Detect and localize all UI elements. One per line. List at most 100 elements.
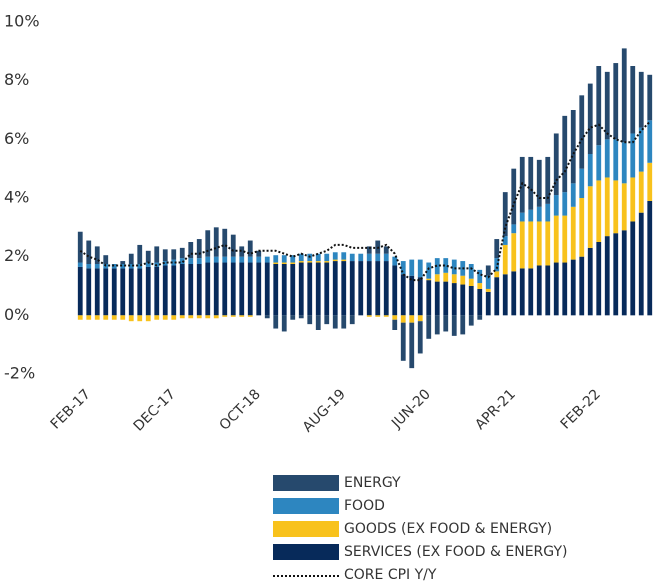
bar-segment bbox=[587, 154, 593, 187]
bar-segment bbox=[545, 156, 551, 204]
bar-segment bbox=[621, 142, 627, 184]
bar-segment bbox=[222, 315, 228, 317]
bar-segment bbox=[417, 277, 423, 316]
bar-segment bbox=[604, 236, 610, 316]
bar-segment bbox=[511, 271, 517, 316]
bar-segment bbox=[349, 261, 355, 316]
bar-segment bbox=[179, 315, 185, 319]
bar-segment bbox=[477, 288, 483, 316]
bar-segment bbox=[417, 315, 423, 322]
bar-segment bbox=[519, 221, 525, 269]
bar-segment bbox=[179, 264, 185, 316]
bar-segment bbox=[281, 264, 287, 316]
bar-segment bbox=[298, 253, 304, 262]
bar-segment bbox=[647, 162, 653, 201]
bar-segment bbox=[392, 265, 398, 316]
bar-segment bbox=[86, 240, 92, 264]
bar-segment bbox=[630, 177, 636, 222]
bar-segment bbox=[213, 262, 219, 316]
bar-segment bbox=[460, 275, 466, 285]
bar-segment bbox=[213, 256, 219, 263]
bar-segment bbox=[400, 274, 406, 316]
bar-segment bbox=[332, 252, 338, 260]
bar-segment bbox=[596, 145, 602, 181]
bar-segment bbox=[341, 315, 347, 329]
legend-label: SERVICES (EX FOOD & ENERGY) bbox=[344, 544, 567, 560]
bar-segment bbox=[375, 253, 381, 262]
bar-segment bbox=[604, 177, 610, 237]
bar-segment bbox=[570, 110, 576, 184]
bar-segment bbox=[290, 264, 296, 316]
bar-segment bbox=[443, 258, 449, 273]
bar-segment bbox=[324, 253, 330, 262]
bar-segment bbox=[239, 256, 245, 263]
bar-segment bbox=[247, 315, 253, 317]
bar-segment bbox=[579, 256, 585, 316]
y-tick-label: 6% bbox=[4, 129, 29, 148]
bar-segment bbox=[545, 265, 551, 316]
bar-segment bbox=[179, 258, 185, 264]
bar-segment bbox=[366, 315, 372, 317]
bar-segment bbox=[162, 315, 168, 320]
bar-segment bbox=[426, 262, 432, 279]
y-tick-label: -2% bbox=[4, 364, 35, 383]
bar-segment bbox=[94, 246, 100, 264]
bar-segment bbox=[103, 268, 109, 316]
bar-segment bbox=[375, 261, 381, 316]
bar-segment bbox=[485, 275, 491, 289]
bar-segment bbox=[341, 261, 347, 316]
bar-segment bbox=[162, 249, 168, 262]
bar-segment bbox=[256, 250, 262, 257]
bar-segment bbox=[205, 256, 211, 263]
bar-segment bbox=[528, 209, 534, 222]
bar-segment bbox=[196, 239, 202, 259]
bar-segment bbox=[222, 228, 228, 257]
bar-segment bbox=[86, 315, 92, 320]
bar-segment bbox=[324, 315, 330, 325]
bar-segment bbox=[417, 259, 423, 278]
legend-swatch bbox=[273, 521, 339, 537]
bar-segment bbox=[400, 322, 406, 361]
bar-segment bbox=[409, 275, 415, 316]
bar-segment bbox=[213, 315, 219, 319]
bar-segment bbox=[613, 139, 619, 181]
bar-segment bbox=[128, 253, 134, 264]
bar-segment bbox=[230, 234, 236, 257]
bar-segment bbox=[494, 277, 500, 316]
bar-segment bbox=[307, 315, 313, 325]
bar-segment bbox=[273, 262, 279, 264]
bar-segment bbox=[111, 315, 117, 320]
bar-segment bbox=[451, 283, 457, 316]
bar-segment bbox=[213, 227, 219, 257]
bar-segment bbox=[154, 315, 160, 320]
bar-segment bbox=[290, 255, 296, 263]
bar-segment bbox=[230, 315, 236, 317]
bar-segment bbox=[587, 247, 593, 316]
bar-segment bbox=[120, 261, 126, 264]
bar-segment bbox=[451, 259, 457, 275]
x-tick-label: AUG-19 bbox=[300, 386, 349, 435]
bar-segment bbox=[247, 262, 253, 316]
bar-segment bbox=[341, 252, 347, 260]
x-tick-label: DEC-17 bbox=[131, 386, 179, 434]
bar-segment bbox=[383, 246, 389, 254]
bar-segment bbox=[434, 281, 440, 316]
bar-segment bbox=[451, 315, 457, 336]
bar-segment bbox=[477, 269, 483, 284]
bar-segment bbox=[426, 315, 432, 339]
bar-segment bbox=[239, 315, 245, 317]
bar-segment bbox=[307, 261, 313, 263]
bar-segment bbox=[315, 253, 321, 262]
bar-segment bbox=[519, 268, 525, 316]
x-tick-label: FEB-22 bbox=[558, 386, 604, 432]
y-tick-label: 4% bbox=[4, 188, 29, 207]
bar-segment bbox=[290, 262, 296, 264]
bar-segment bbox=[562, 215, 568, 263]
bar-segment bbox=[239, 262, 245, 316]
bar-segment bbox=[647, 200, 653, 316]
bar-segment bbox=[630, 66, 636, 134]
y-tick-label: 10% bbox=[4, 12, 40, 31]
bar-segment bbox=[647, 120, 653, 163]
bar-segment bbox=[434, 274, 440, 282]
